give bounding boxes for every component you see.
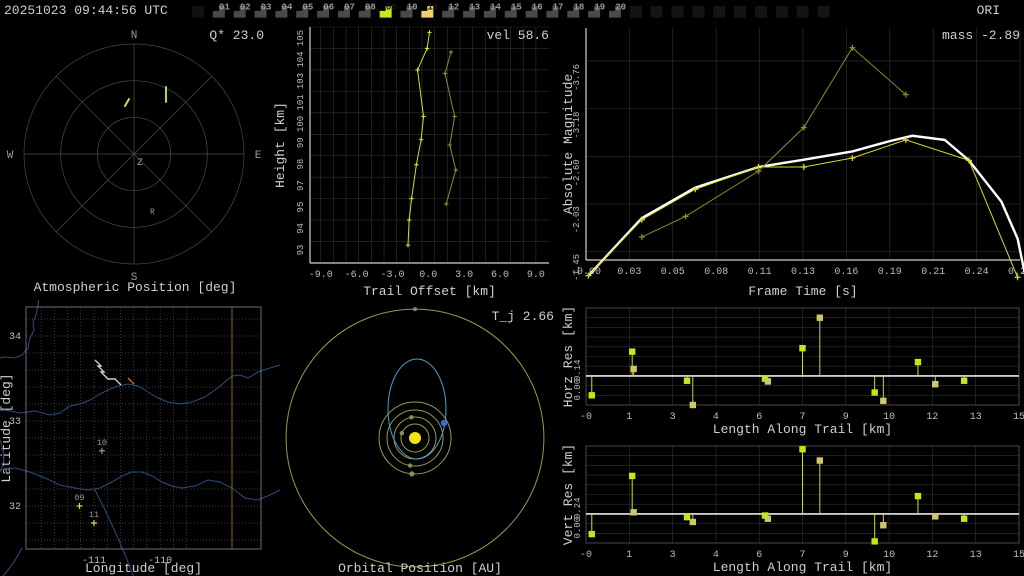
svg-text:ORI: ORI bbox=[977, 3, 1000, 18]
svg-text:16: 16 bbox=[532, 3, 543, 13]
svg-text:Longitude [deg]: Longitude [deg] bbox=[85, 561, 202, 576]
svg-text:34: 34 bbox=[9, 332, 21, 343]
svg-text:15: 15 bbox=[1013, 550, 1024, 561]
svg-text:13: 13 bbox=[469, 3, 480, 13]
svg-text:0.16: 0.16 bbox=[834, 267, 858, 278]
svg-text:03: 03 bbox=[261, 3, 272, 13]
svg-text:05: 05 bbox=[302, 3, 313, 13]
svg-text:T_j 2.66: T_j 2.66 bbox=[492, 309, 554, 324]
svg-text:12: 12 bbox=[448, 3, 459, 13]
svg-text:101: 101 bbox=[296, 94, 306, 110]
svg-text:Atmospheric Position [deg]: Atmospheric Position [deg] bbox=[34, 280, 237, 295]
svg-text:Horz Res [km]: Horz Res [km] bbox=[561, 306, 576, 407]
svg-text:103: 103 bbox=[296, 73, 306, 89]
svg-text:-1.45: -1.45 bbox=[572, 254, 582, 281]
svg-text:19: 19 bbox=[594, 3, 605, 13]
svg-text:94: 94 bbox=[296, 223, 306, 234]
svg-text:Vert Res [km]: Vert Res [km] bbox=[561, 444, 576, 545]
svg-text:N: N bbox=[131, 30, 138, 42]
svg-text:R: R bbox=[150, 208, 155, 217]
svg-text:13: 13 bbox=[970, 550, 982, 561]
svg-text:11: 11 bbox=[428, 3, 439, 13]
svg-text:12: 12 bbox=[926, 550, 938, 561]
svg-text:-3.0: -3.0 bbox=[380, 270, 404, 281]
svg-text:100: 100 bbox=[296, 116, 306, 132]
svg-text:0.24: 0.24 bbox=[965, 267, 989, 278]
svg-text:105: 105 bbox=[296, 30, 306, 46]
svg-text:Orbital Position [AU]: Orbital Position [AU] bbox=[338, 561, 502, 576]
svg-text:Length Along Trail [km]: Length Along Trail [km] bbox=[713, 422, 892, 437]
svg-text:-0: -0 bbox=[580, 412, 592, 423]
svg-text:20: 20 bbox=[615, 3, 626, 13]
svg-text:0.11: 0.11 bbox=[748, 267, 772, 278]
svg-text:15: 15 bbox=[511, 3, 522, 13]
svg-text:10: 10 bbox=[97, 438, 107, 448]
svg-text:-9.0: -9.0 bbox=[309, 270, 333, 281]
svg-text:0.21: 0.21 bbox=[921, 267, 945, 278]
svg-text:6.0: 6.0 bbox=[491, 270, 509, 281]
svg-text:15: 15 bbox=[1013, 412, 1024, 423]
svg-text:3.0: 3.0 bbox=[455, 270, 473, 281]
svg-text:0.03: 0.03 bbox=[617, 267, 641, 278]
svg-text:17: 17 bbox=[553, 3, 564, 13]
svg-text:E: E bbox=[255, 150, 262, 162]
svg-text:02: 02 bbox=[240, 3, 251, 13]
svg-text:18: 18 bbox=[574, 3, 585, 13]
svg-text:Trail Offset [km]: Trail Offset [km] bbox=[363, 284, 496, 299]
svg-text:0.0: 0.0 bbox=[419, 270, 437, 281]
svg-text:09: 09 bbox=[74, 493, 84, 503]
svg-text:11: 11 bbox=[89, 510, 99, 520]
svg-text:01: 01 bbox=[219, 3, 230, 13]
svg-text:93: 93 bbox=[296, 245, 306, 256]
svg-text:3: 3 bbox=[670, 550, 676, 561]
svg-text:W: W bbox=[7, 150, 14, 162]
svg-text:1: 1 bbox=[626, 412, 632, 423]
svg-text:Frame Time [s]: Frame Time [s] bbox=[748, 284, 857, 299]
svg-text:3: 3 bbox=[670, 412, 676, 423]
svg-text:08: 08 bbox=[365, 3, 376, 13]
svg-text:12: 12 bbox=[926, 412, 938, 423]
svg-text:Z: Z bbox=[137, 158, 143, 169]
svg-text:vel 58.6: vel 58.6 bbox=[487, 28, 549, 43]
svg-text:99: 99 bbox=[296, 137, 306, 148]
svg-text:Q* 23.0: Q* 23.0 bbox=[209, 28, 264, 43]
svg-text:14: 14 bbox=[490, 3, 501, 13]
svg-text:04: 04 bbox=[282, 3, 293, 13]
svg-text:06: 06 bbox=[323, 3, 334, 13]
svg-text:98: 98 bbox=[296, 159, 306, 170]
svg-text:-0: -0 bbox=[580, 550, 592, 561]
svg-text:07: 07 bbox=[344, 3, 355, 13]
svg-text:Absolute Magnitude: Absolute Magnitude bbox=[561, 74, 576, 214]
svg-text:0.13: 0.13 bbox=[791, 267, 815, 278]
svg-text:32: 32 bbox=[9, 502, 21, 513]
svg-text:20251023 09:44:56 UTC: 20251023 09:44:56 UTC bbox=[4, 3, 168, 18]
svg-text:9.0: 9.0 bbox=[527, 270, 545, 281]
svg-text:0.08: 0.08 bbox=[704, 267, 728, 278]
svg-text:97: 97 bbox=[296, 180, 306, 191]
svg-text:-6.0: -6.0 bbox=[345, 270, 369, 281]
svg-text:104: 104 bbox=[296, 51, 306, 67]
svg-text:10: 10 bbox=[407, 3, 418, 13]
svg-text:0.19: 0.19 bbox=[878, 267, 902, 278]
svg-text:09: 09 bbox=[386, 3, 397, 13]
svg-text:95: 95 bbox=[296, 202, 306, 213]
svg-text:Length Along Trail [km]: Length Along Trail [km] bbox=[713, 560, 892, 575]
svg-text:mass -2.89: mass -2.89 bbox=[942, 28, 1020, 43]
svg-text:13: 13 bbox=[970, 412, 982, 423]
svg-text:1: 1 bbox=[626, 550, 632, 561]
svg-text:0.05: 0.05 bbox=[661, 267, 685, 278]
svg-text:Height [km]: Height [km] bbox=[273, 102, 288, 188]
